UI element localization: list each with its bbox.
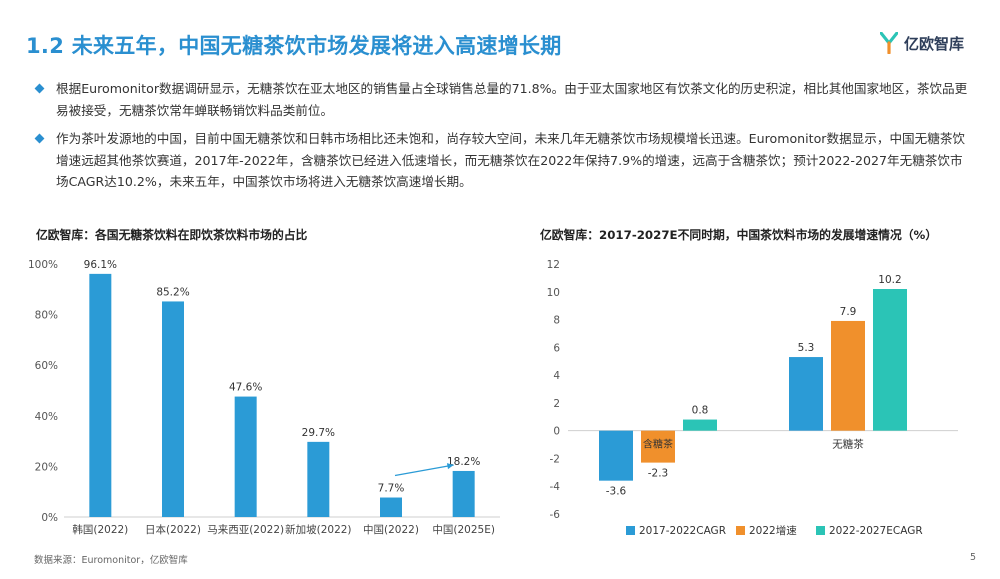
legend-swatch — [736, 526, 745, 535]
y-tick-label: -6 — [550, 509, 561, 521]
logo-text: 亿欧智库 — [904, 34, 965, 53]
legend-label: 2022-2027ECAGR — [829, 525, 923, 537]
category-label: 含糖茶 — [643, 438, 673, 451]
data-label: 18.2% — [447, 456, 480, 468]
bar — [641, 430, 675, 463]
data-label: 96.1% — [84, 259, 117, 271]
bar — [307, 441, 330, 517]
y-tick-label: 0 — [553, 426, 560, 438]
data-label: 0.8 — [692, 405, 709, 417]
y-tick-label: 2 — [553, 398, 560, 410]
data-label: 47.6% — [229, 382, 262, 394]
legend-label: 2017-2022CAGR — [639, 525, 726, 537]
y-tick-label: 100% — [28, 259, 58, 271]
bar — [599, 430, 633, 481]
growth-arrow-line — [394, 464, 454, 477]
y-tick-label: -2 — [550, 453, 560, 465]
y-tick-label: 80% — [35, 310, 58, 322]
right-chart-title: 亿欧智库：2017-2027E不同时期，中国茶饮料市场的发展增速情况（%） — [540, 228, 938, 242]
y-tick-label: 6 — [553, 342, 560, 354]
y-tick-label: 20% — [35, 461, 58, 473]
data-label: 10.2 — [878, 274, 901, 286]
logo-icon — [880, 32, 898, 54]
x-tick-label: 新加坡(2022) — [285, 523, 351, 536]
bar — [683, 419, 717, 431]
bar — [380, 497, 402, 517]
y-tick-label: 40% — [35, 411, 58, 423]
page-number: 5 — [970, 552, 977, 563]
bar — [234, 396, 257, 517]
left-chart-title: 亿欧智库：各国无糖茶饮料在即饮茶饮料市场的占比 — [36, 228, 308, 242]
x-tick-label: 马来西亚(2022) — [207, 524, 284, 536]
page-title: 1.2 未来五年，中国无糖茶饮市场发展将进入高速增长期 — [26, 34, 562, 58]
legend-label: 2022增速 — [749, 524, 797, 537]
data-label: 7.9 — [840, 306, 857, 318]
y-tick-label: 0% — [41, 512, 58, 524]
diamond-icon — [34, 83, 45, 94]
bullet-text: 根据Euromonitor数据调研显示，无糖茶饮在亚太地区的销售量占全球销售总量… — [56, 81, 968, 118]
bullet-item: 根据Euromonitor数据调研显示，无糖茶饮在亚太地区的销售量占全球销售总量… — [34, 78, 971, 121]
data-label: 5.3 — [798, 342, 815, 354]
bar — [452, 470, 475, 517]
bar — [789, 357, 823, 431]
diamond-icon — [34, 133, 45, 144]
source-note: 数据来源：Euromonitor，亿欧智库 — [34, 555, 188, 566]
data-label: 29.7% — [302, 427, 335, 439]
category-label: 无糖茶 — [832, 438, 864, 451]
growth-arrow-head — [446, 463, 454, 470]
bar — [873, 289, 907, 431]
y-tick-label: -4 — [550, 481, 561, 493]
y-tick-label: 4 — [553, 370, 560, 382]
bullet-list: 根据Euromonitor数据调研显示，无糖茶饮在亚太地区的销售量占全球销售总量… — [34, 78, 971, 200]
y-tick-label: 60% — [35, 360, 58, 372]
y-tick-label: 10 — [547, 287, 560, 299]
logo: 亿欧智库 — [880, 32, 964, 54]
x-tick-label: 韩国(2022) — [72, 523, 128, 536]
data-label: 85.2% — [156, 286, 189, 298]
growth-bar-chart: -6 -4 -2 0 2 4 6 8 10 12 -3.6 -2.3 0.8 含糖茶 5.3 7.9 10.2 无… — [547, 259, 958, 537]
x-tick-label: 日本(2022) — [145, 523, 201, 536]
legend-swatch — [816, 526, 825, 535]
share-bar-chart: 0% 20% 40% 60% 80% 100% 96.1% 韩国(2022) 85.2% 日本(2… — [28, 259, 500, 536]
data-label: -3.6 — [606, 486, 627, 498]
bar — [162, 301, 184, 517]
x-tick-label: 中国(2025E) — [432, 523, 495, 536]
legend-swatch — [626, 526, 635, 535]
x-tick-label: 中国(2022) — [363, 523, 419, 536]
bullet-text: 作为茶叶发源地的中国，目前中国无糖茶饮和日韩市场相比还未饱和，尚存较大空间，未来… — [56, 131, 966, 189]
bullet-item: 作为茶叶发源地的中国，目前中国无糖茶饮和日韩市场相比还未饱和，尚存较大空间，未来… — [34, 128, 971, 193]
data-label: 7.7% — [378, 483, 405, 495]
bar — [89, 273, 112, 517]
bar — [831, 320, 865, 431]
y-tick-label: 12 — [547, 259, 560, 271]
y-tick-label: 8 — [553, 315, 560, 327]
data-label: -2.3 — [648, 468, 669, 480]
